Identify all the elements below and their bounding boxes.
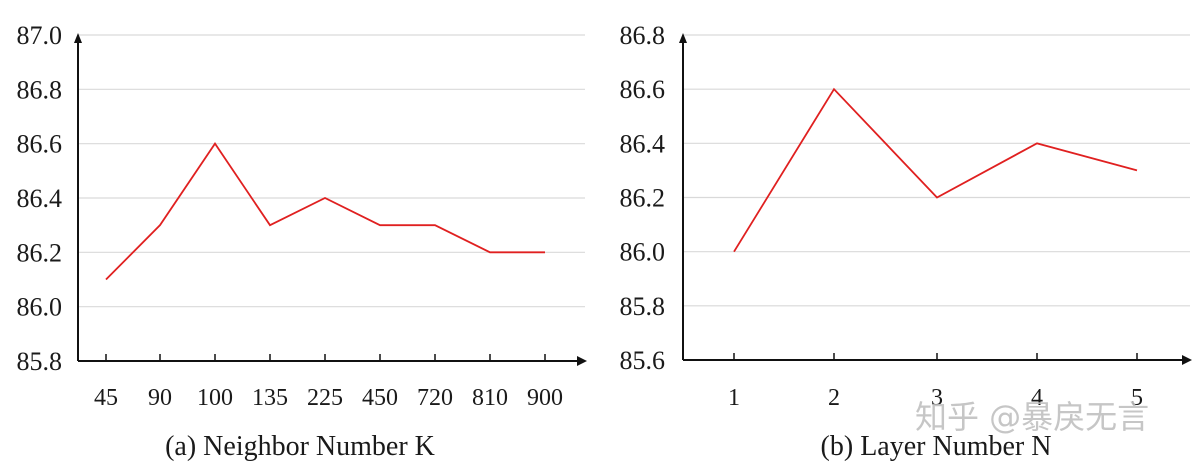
x-tick-label: 135 — [252, 385, 288, 411]
y-axis-arrow-icon — [74, 33, 82, 43]
x-tick-label: 3 — [931, 385, 943, 411]
caption-right: (b) Layer Number N — [821, 431, 1052, 462]
y-tick-label: 86.2 — [17, 238, 63, 267]
x-tick-label: 810 — [472, 385, 508, 411]
y-tick-label: 85.8 — [17, 347, 63, 376]
y-tick-label: 85.8 — [620, 292, 666, 321]
y-tick-label: 86.2 — [620, 184, 666, 213]
x-tick-label: 450 — [362, 385, 398, 411]
y-tick-label: 87.0 — [17, 21, 63, 50]
y-tick-label: 86.8 — [620, 21, 666, 50]
chart-layer-number-n: 85.6 85.8 86.0 86.2 86.4 86.6 86.8 1 2 3 4 5 — [620, 21, 1192, 411]
x-tick-label: 90 — [148, 385, 172, 411]
x-tick-label: 225 — [307, 385, 343, 411]
x-axis-arrow-icon — [1182, 355, 1192, 365]
data-line — [105, 142, 545, 281]
y-tick-label: 86.6 — [17, 130, 63, 159]
chart-neighbor-number-k: 85.8 86.0 86.2 86.4 86.6 86.8 87.0 45 90 100 135 22… — [17, 21, 587, 411]
y-tick-label: 86.0 — [620, 238, 666, 267]
y-tick-label: 86.6 — [620, 75, 666, 104]
y-tick-label: 85.6 — [620, 346, 666, 375]
y-axis-arrow-icon — [679, 33, 687, 43]
y-tick-label: 86.8 — [17, 75, 63, 104]
watermark: 知乎 @暴戾无言 — [915, 398, 1149, 436]
x-tick-label: 900 — [527, 385, 563, 411]
y-tick-label: 86.4 — [17, 184, 63, 213]
x-tick-label: 45 — [94, 385, 118, 411]
x-tick-label: 5 — [1131, 385, 1143, 411]
y-tick-label: 86.0 — [17, 293, 63, 322]
y-tick-label: 86.4 — [620, 129, 666, 158]
x-tick-label: 100 — [197, 385, 233, 411]
caption-left: (a) Neighbor Number K — [165, 431, 435, 462]
x-tick-label: 2 — [828, 385, 840, 411]
x-tick-label: 1 — [728, 385, 740, 411]
data-line — [733, 87, 1138, 253]
x-tick-label: 720 — [417, 385, 453, 411]
x-tick-label: 4 — [1031, 385, 1043, 411]
x-axis-arrow-icon — [577, 356, 587, 366]
